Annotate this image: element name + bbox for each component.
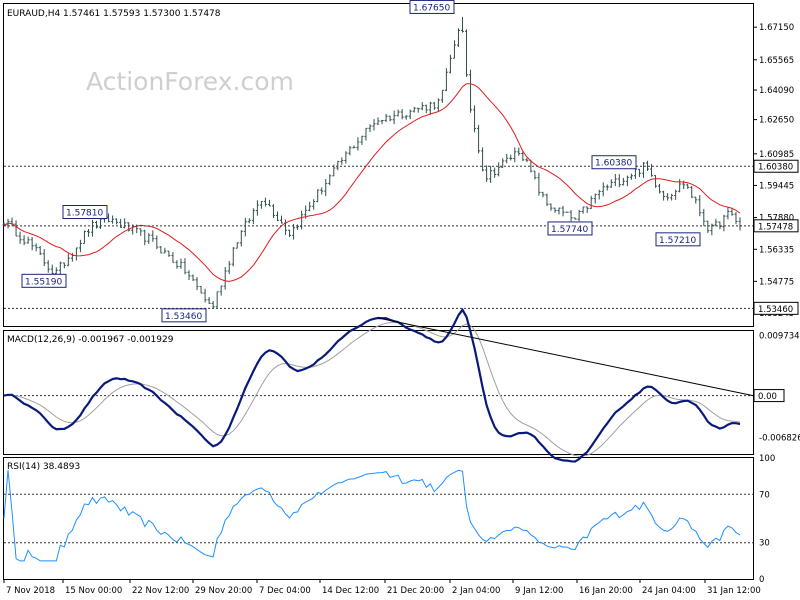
price-axis-marker: 1.53460 xyxy=(753,301,799,315)
macd-y-tick-label: 0.009734 xyxy=(759,332,800,342)
price-y-tick-label: 1.60985 xyxy=(759,150,794,160)
rsi-panel-border xyxy=(3,457,754,580)
macd-trendline xyxy=(377,317,754,397)
price-annotation: 1.57210 xyxy=(655,232,701,247)
price-annotation-box xyxy=(161,308,207,323)
price-axis-marker: 1.60380 xyxy=(753,159,799,173)
price-axis-marker-box xyxy=(753,159,799,173)
price-y-tick-label: 1.62650 xyxy=(759,116,794,126)
price-annotation-box xyxy=(409,0,455,14)
price-annotation-box xyxy=(655,232,701,247)
price-annotation-label: 1.67650 xyxy=(413,3,450,13)
axis-layer: 1.67150 1.65565 1.64090 1.62650 1.60985 1.594… xyxy=(3,23,800,596)
price-y-tick-label: 1.64090 xyxy=(759,86,794,96)
x-tick-label: 31 Jan 12:00 xyxy=(707,586,761,596)
price-y-tick-label: 1.65565 xyxy=(759,56,794,66)
rsi-series-layer xyxy=(3,469,753,562)
price-annotation: 1.57740 xyxy=(547,221,593,236)
price-annotation: 1.57810 xyxy=(62,205,108,220)
price-axis-marker: 1.57478 xyxy=(753,219,799,233)
price-axis-marker-box xyxy=(753,301,799,315)
macd-series-layer xyxy=(3,307,754,463)
price-y-tick-label: 1.67150 xyxy=(759,23,794,33)
price-annotation: 1.67650 xyxy=(409,0,455,14)
macd-signal-line xyxy=(3,321,741,457)
x-tick-label: 14 Dec 12:00 xyxy=(322,586,379,596)
price-annotation: 1.55190 xyxy=(21,273,67,288)
rsi-panel-title: RSI(14) 38.4893 xyxy=(7,462,80,472)
x-tick-label: 21 Dec 20:00 xyxy=(387,586,444,596)
price-axis-marker-box xyxy=(753,219,799,233)
watermark: ActionForex.com xyxy=(86,67,294,96)
x-tick-label: 7 Dec 04:00 xyxy=(259,586,311,596)
price-annotation: 1.53460 xyxy=(161,308,207,323)
price-annotation-label: 1.57210 xyxy=(659,236,696,246)
price-annotation-box xyxy=(62,205,108,220)
price-y-tick-label: 1.56335 xyxy=(759,245,794,255)
price-y-tick-label: 1.54775 xyxy=(759,277,794,287)
price-annotation-box xyxy=(591,155,637,170)
price-y-tick-label: 1.59445 xyxy=(759,181,794,191)
price-annotation-label: 1.55190 xyxy=(25,277,62,287)
moving-average-line xyxy=(3,83,741,282)
price-axis-marker-label: 1.53460 xyxy=(758,305,793,315)
price-series-layer xyxy=(2,16,753,309)
annotation-layer: 1.67650 1.57810 1.55190 1.53460 1.60380 1.577… xyxy=(21,0,701,323)
price-annotation-label: 1.57810 xyxy=(66,209,103,219)
price-panel-border xyxy=(3,3,754,327)
rsi-y-tick-label: 30 xyxy=(759,539,770,549)
price-axis-marker-label: 1.60380 xyxy=(758,163,793,173)
price-y-tick-label: 1.57880 xyxy=(759,214,794,224)
macd-y-tick-label: -0.006826 xyxy=(759,434,800,444)
price-annotation-box xyxy=(21,273,67,288)
rsi-y-tick-label: 70 xyxy=(759,490,770,500)
rsi-y-tick-label: 100 xyxy=(759,454,775,464)
x-tick-label: 7 Nov 2018 xyxy=(6,586,55,596)
price-annotation: 1.60380 xyxy=(591,155,637,170)
macd-axis-marker-box xyxy=(753,389,785,403)
x-tick-label: 24 Jan 04:00 xyxy=(642,586,696,596)
x-tick-label: 16 Jan 20:00 xyxy=(579,586,633,596)
price-annotation-label: 1.60380 xyxy=(595,159,632,169)
price-axis-marker-label: 1.57478 xyxy=(758,222,793,232)
rsi-line xyxy=(3,469,741,562)
rsi-y-tick-label: 0 xyxy=(759,575,764,585)
x-tick-label: 2 Jan 04:00 xyxy=(452,586,500,596)
price-annotation-label: 1.57740 xyxy=(551,225,588,235)
x-tick-label: 22 Nov 12:00 xyxy=(132,586,189,596)
price-annotation-box xyxy=(547,221,593,236)
x-tick-label: 15 Nov 00:00 xyxy=(65,586,122,596)
x-tick-label: 9 Jan 12:00 xyxy=(515,586,563,596)
macd-panel-title: MACD(12,26,9) -0.001967 -0.001929 xyxy=(7,335,174,345)
macd-line xyxy=(3,307,741,463)
price-annotation-label: 1.53460 xyxy=(165,312,202,322)
macd-axis-marker: 0.00 xyxy=(753,389,785,403)
x-tick-label: 29 Nov 20:00 xyxy=(195,586,252,596)
price-panel-title: EURAUD,H4 1.57461 1.57593 1.57300 1.5747… xyxy=(7,9,221,19)
macd-axis-marker-label: 0.00 xyxy=(758,392,777,402)
